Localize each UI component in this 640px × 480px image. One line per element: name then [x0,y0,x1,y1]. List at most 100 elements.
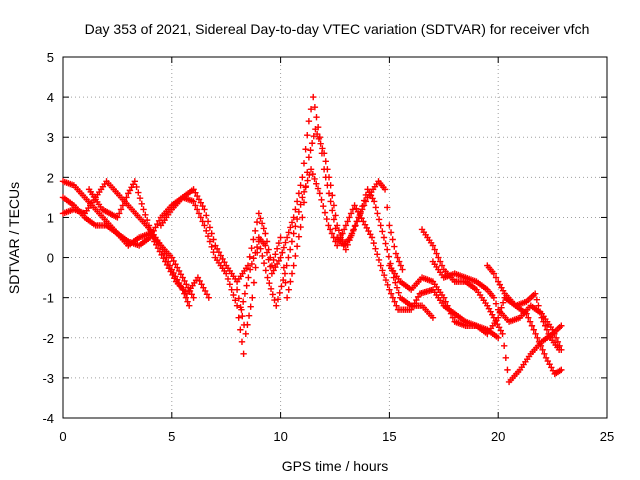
data-point [258,220,266,227]
data-point [270,267,277,274]
data-point [235,314,242,321]
series-sat-i [418,226,565,386]
data-point [290,214,297,221]
data-point [244,321,251,328]
data-point [116,210,123,217]
data-point [155,217,163,224]
data-point [161,250,168,257]
data-point [394,254,401,261]
data-point [205,294,212,301]
data-point [184,298,191,305]
data-point [190,198,197,205]
data-point [248,260,256,268]
data-point [271,296,278,304]
data-point [307,147,314,154]
data-point [363,224,370,232]
data-point [208,230,215,237]
data-point [283,234,291,241]
data-point [542,354,550,362]
data-point [172,261,179,268]
data-point [433,250,440,257]
data-point [352,222,359,229]
data-point [262,267,270,274]
data-point [307,166,315,173]
data-point [542,322,549,329]
data-point [277,234,284,241]
plot-frame [62,56,608,419]
data-point [413,296,420,304]
y-tick-label: -3 [42,371,54,386]
series-sat-j [429,258,565,354]
y-tick-labels: -4 -3 -2 -1 0 1 2 3 4 5 [42,50,54,426]
data-point [252,249,259,256]
data-point [190,294,197,301]
data-point [221,259,228,266]
data-point [230,291,237,299]
y-tick-label: 1 [47,210,54,225]
data-point [247,303,254,310]
data-point [275,239,283,247]
x-tick-label: 5 [168,429,175,444]
data-point [360,197,368,204]
data-point [323,215,330,223]
data-point [273,260,281,268]
data-point [492,317,499,325]
data-point [300,160,308,167]
data-point [208,243,215,251]
data-point [149,232,156,240]
data-point [390,274,397,281]
data-point [551,330,558,337]
series-sat-h [386,262,565,378]
data-point [549,326,556,333]
data-point [287,278,294,285]
data-point [387,290,395,297]
data-point [384,281,391,289]
data-point [133,183,140,191]
data-point [288,219,296,226]
data-point [140,206,147,213]
data-point [297,201,304,208]
data-point [245,312,253,319]
data-point [186,302,193,309]
data-point [181,277,188,285]
data-point [342,246,350,253]
data-point [179,274,186,281]
data-point [536,308,544,315]
data-point [492,274,500,281]
data-point [332,212,339,219]
data-point [322,174,329,181]
data-point [538,314,545,321]
data-point [541,350,548,358]
data-point [171,275,178,282]
data-point [392,279,399,286]
data-point [196,277,203,285]
data-point [498,304,505,311]
data-point [382,240,389,247]
data-point [339,230,346,237]
data-point [242,330,249,337]
data-point [429,314,437,321]
data-point [274,296,282,303]
data-point [131,178,139,185]
data-point [365,227,372,235]
data-point [377,262,384,269]
data-point [533,296,541,303]
data-point [138,200,145,208]
data-point [266,280,273,287]
data-point [210,236,217,243]
data-point [259,252,266,260]
data-point [295,208,303,216]
data-point [285,286,292,293]
data-point [525,314,532,321]
data-point [246,266,254,273]
data-point [353,205,360,212]
data-point [444,302,451,309]
data-point [313,130,321,138]
data-point [295,190,303,197]
data-point [375,216,383,223]
data-point [170,257,177,265]
data-point [235,295,243,302]
data-point [282,239,289,246]
data-point [318,196,325,203]
y-tick-label: -2 [42,331,54,346]
